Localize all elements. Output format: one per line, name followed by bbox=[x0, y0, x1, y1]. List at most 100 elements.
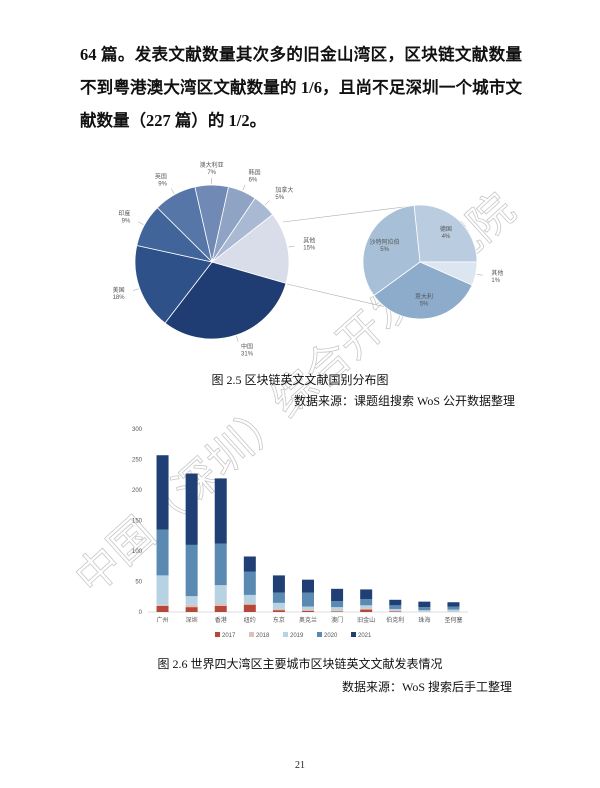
bar-segment bbox=[156, 575, 169, 605]
legend-label: 2017 bbox=[222, 633, 236, 639]
figure-source: 数据来源：课题组搜索 WoS 公开数据整理 bbox=[294, 393, 515, 408]
bar-segment bbox=[156, 605, 169, 612]
bar-segment bbox=[389, 610, 402, 612]
bar-segment bbox=[243, 604, 256, 612]
leader-line bbox=[132, 288, 139, 291]
x-tick-label: 奥克兰 bbox=[299, 616, 317, 624]
bar-segment bbox=[331, 588, 344, 602]
slice-label: 英国 bbox=[155, 173, 167, 181]
bar-segment bbox=[389, 599, 402, 606]
slice-value-label: 1% bbox=[491, 278, 500, 284]
slice-label: 德国 bbox=[440, 225, 452, 233]
bar-segment bbox=[185, 607, 198, 612]
y-tick-label: 150 bbox=[132, 519, 143, 525]
x-tick-label: 深圳 bbox=[186, 616, 198, 624]
legend-swatch bbox=[249, 632, 254, 637]
bar-segment bbox=[185, 473, 198, 545]
slice-label: 中国 bbox=[241, 342, 253, 350]
figure-source: 数据来源：WoS 搜索后手工整理 bbox=[342, 679, 512, 694]
leader-line bbox=[236, 336, 239, 342]
bar-segment bbox=[214, 543, 227, 586]
leader-line bbox=[138, 221, 144, 225]
legend-swatch bbox=[351, 632, 356, 637]
bar-segment bbox=[243, 594, 256, 604]
bar-segment bbox=[418, 601, 431, 608]
bar-segment bbox=[360, 608, 373, 610]
bar-segment bbox=[389, 611, 402, 612]
bar-segment bbox=[214, 585, 227, 604]
bar-segment bbox=[214, 478, 227, 544]
bar-segment bbox=[389, 605, 402, 609]
legend-label: 2018 bbox=[256, 633, 270, 639]
bar-segment bbox=[418, 607, 431, 611]
bar-segment bbox=[302, 610, 314, 612]
slice-label: 意大利 bbox=[415, 293, 433, 301]
slice-value-label: 5% bbox=[420, 302, 429, 308]
slice-label: 其他 bbox=[491, 269, 503, 277]
y-tick-label: 300 bbox=[132, 427, 143, 433]
bar-segment bbox=[418, 610, 431, 612]
x-tick-label: 旧金山 bbox=[357, 616, 375, 624]
x-tick-label: 香港 bbox=[215, 616, 227, 624]
page-number: 21 bbox=[295, 760, 305, 771]
bar-segment bbox=[185, 596, 198, 605]
x-tick-label: 伯克利 bbox=[386, 616, 404, 624]
bar-segment bbox=[331, 601, 344, 608]
figure-caption: 图 2.6 世界四大湾区主要城市区块链英文文献发表情况 bbox=[157, 656, 442, 671]
x-tick-label: 珠海 bbox=[418, 616, 430, 624]
bar-segment bbox=[302, 579, 314, 593]
bar-segment bbox=[185, 544, 198, 597]
slice-label: 加拿大 bbox=[275, 186, 293, 194]
bar-segment bbox=[418, 611, 431, 612]
slice-value-label: 15% bbox=[303, 245, 316, 251]
slice-label: 印度 bbox=[118, 209, 130, 217]
bar-segment bbox=[447, 609, 460, 612]
bar-segment bbox=[156, 604, 169, 606]
bar-segment bbox=[272, 602, 285, 609]
slice-label: 沙特阿拉伯 bbox=[370, 238, 400, 246]
leader-line bbox=[288, 245, 295, 248]
figure-caption: 图 2.5 区块链英文文献国别分布图 bbox=[211, 372, 388, 387]
bar-segment bbox=[331, 607, 344, 611]
bar-segment bbox=[156, 455, 169, 530]
pie-slice bbox=[211, 214, 290, 284]
y-tick-label: 100 bbox=[132, 549, 143, 555]
x-tick-label: 澳门 bbox=[331, 616, 343, 624]
pie-slice bbox=[373, 261, 473, 320]
slice-value-label: 6% bbox=[249, 178, 258, 184]
bar-segment bbox=[360, 589, 373, 600]
leader-line bbox=[171, 188, 175, 194]
y-tick-label: 0 bbox=[139, 610, 143, 616]
leader-line bbox=[242, 184, 246, 191]
slice-label: 美国 bbox=[113, 286, 125, 294]
bar-segment bbox=[272, 610, 285, 612]
slice-value-label: 9% bbox=[122, 218, 131, 224]
bar-segment bbox=[272, 608, 285, 611]
bar-segment bbox=[156, 529, 169, 576]
bar-segment bbox=[360, 609, 373, 612]
bar-segment bbox=[185, 604, 198, 608]
bar-segment bbox=[214, 603, 227, 606]
y-tick-label: 50 bbox=[135, 580, 142, 586]
legend-swatch bbox=[215, 632, 220, 637]
connector bbox=[282, 204, 421, 223]
y-tick-label: 200 bbox=[132, 488, 143, 494]
bar-segment bbox=[272, 575, 285, 593]
pie-slice bbox=[164, 261, 287, 340]
leader-line bbox=[476, 273, 483, 276]
slice-value-label: 7% bbox=[207, 170, 216, 176]
legend-swatch bbox=[283, 632, 288, 637]
bar-segment bbox=[360, 605, 373, 609]
bar-segment bbox=[214, 605, 227, 612]
bar-segment bbox=[302, 592, 314, 607]
bar-segment bbox=[243, 556, 256, 572]
bar-segment bbox=[302, 609, 314, 611]
legend-swatch bbox=[317, 632, 322, 637]
bar-segment bbox=[389, 608, 402, 611]
pie-slice bbox=[362, 204, 421, 297]
bar-segment bbox=[331, 611, 344, 612]
bar-segment bbox=[272, 592, 285, 603]
x-tick-label: 东京 bbox=[273, 616, 285, 624]
